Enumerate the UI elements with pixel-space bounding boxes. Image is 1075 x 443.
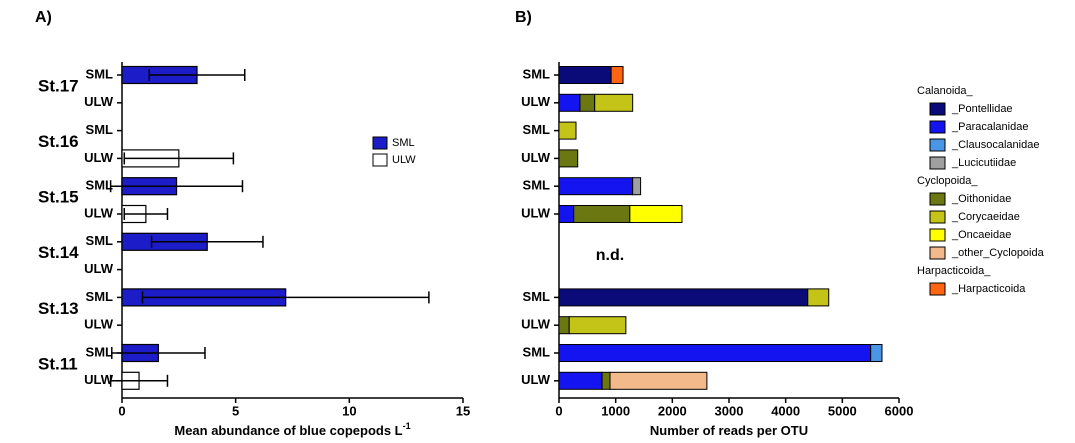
x-axis-title-sup: -1 xyxy=(403,421,411,431)
bar-segment xyxy=(558,316,570,335)
y-tick-label: ULW xyxy=(84,150,114,165)
y-tick-label: SML xyxy=(86,178,114,193)
legend-swatch xyxy=(929,156,946,170)
station-label: St.16 xyxy=(38,132,79,151)
x-tick-label: 5000 xyxy=(828,403,857,418)
legend-label: _Clausocalanidae xyxy=(951,139,1039,151)
y-tick-label: ULW xyxy=(521,372,551,387)
y-tick-label: SML xyxy=(86,289,114,304)
panel-label: A) xyxy=(35,9,52,26)
x-tick-label: 5 xyxy=(232,403,239,418)
bar-segment xyxy=(558,288,809,307)
y-tick-label: ULW xyxy=(521,317,551,332)
panel-label: B) xyxy=(515,9,532,26)
x-axis-title-text: Mean abundance of blue copepods L xyxy=(174,423,402,438)
legend-label: _Paracalanidae xyxy=(951,121,1028,133)
bar-segment xyxy=(870,344,883,362)
bar-segment xyxy=(558,344,872,362)
bar-segment xyxy=(558,205,575,223)
x-tick-label: 6000 xyxy=(885,403,914,418)
legend-group: Cyclopoida_ xyxy=(917,175,978,187)
legend-group: Harpacticoida_ xyxy=(917,265,991,277)
legend-swatch xyxy=(929,138,946,152)
x-tick-label: 4000 xyxy=(771,403,800,418)
y-tick-label: ULW xyxy=(84,94,114,109)
legend-swatch xyxy=(929,228,946,242)
station-label: St.11 xyxy=(38,354,78,373)
x-tick-label: 0 xyxy=(555,403,562,418)
bar-segment xyxy=(594,93,634,112)
bar-segment xyxy=(629,205,683,223)
legend-label: _Oithonidae xyxy=(951,193,1011,205)
y-tick-label: ULW xyxy=(521,205,551,220)
y-tick-label: SML xyxy=(86,344,114,359)
legend-label: SML xyxy=(392,137,415,149)
station-label: St.17 xyxy=(38,76,79,95)
station-label: St.13 xyxy=(38,299,79,318)
bar-segment xyxy=(558,121,577,140)
legend-label: _Lucicutiidae xyxy=(951,157,1016,169)
legend-swatch xyxy=(372,136,388,150)
y-tick-label: SML xyxy=(523,289,551,304)
y-tick-label: SML xyxy=(523,344,551,359)
x-tick-label: 10 xyxy=(342,403,356,418)
legend-label: _Harpacticoida xyxy=(951,283,1026,295)
y-tick-label: ULW xyxy=(521,94,551,109)
x-axis-title: Mean abundance of blue copepods L-1 xyxy=(174,421,410,438)
legend-swatch xyxy=(372,153,388,167)
bar-segment xyxy=(807,288,830,307)
bar-segment xyxy=(601,371,611,390)
station-label: St.14 xyxy=(38,243,79,262)
x-tick-label: 0 xyxy=(118,403,125,418)
x-axis-title: Number of reads per OTU xyxy=(650,423,808,438)
bar-segment xyxy=(558,149,579,168)
bar-segment xyxy=(632,177,642,196)
annotation: n.d. xyxy=(596,247,624,264)
bar-segment xyxy=(568,316,627,335)
bar-segment xyxy=(558,93,581,112)
x-tick-label: 3000 xyxy=(715,403,744,418)
legend-swatch xyxy=(929,210,946,224)
x-tick-label: 15 xyxy=(456,403,470,418)
x-tick-label: 1000 xyxy=(601,403,630,418)
legend-swatch xyxy=(929,102,946,116)
legend-swatch xyxy=(929,120,946,134)
y-tick-label: ULW xyxy=(84,205,114,220)
bar-segment xyxy=(558,66,612,84)
bar-segment xyxy=(610,66,624,84)
legend-swatch xyxy=(929,246,946,260)
y-tick-label: SML xyxy=(86,233,114,248)
y-tick-label: ULW xyxy=(84,261,114,276)
y-tick-label: SML xyxy=(523,122,551,137)
legend-label: _Oncaeidae xyxy=(951,229,1011,241)
y-tick-label: SML xyxy=(523,178,551,193)
x-tick-label: 2000 xyxy=(658,403,687,418)
y-tick-label: ULW xyxy=(84,372,114,387)
legend-label: _Corycaeidae xyxy=(951,211,1020,223)
y-tick-label: SML xyxy=(523,66,551,81)
legend-label: _other_Cyclopoida xyxy=(951,247,1045,259)
bar-segment xyxy=(573,205,631,223)
bar-segment xyxy=(609,371,708,390)
legend-label: ULW xyxy=(392,154,416,166)
x-axis-title-text: Number of reads per OTU xyxy=(650,423,808,438)
bar-segment xyxy=(558,177,634,196)
legend-swatch xyxy=(929,192,946,206)
y-tick-label: SML xyxy=(86,66,114,81)
legend-group: Calanoida_ xyxy=(917,85,974,97)
legend-label: _Pontellidae xyxy=(951,103,1013,115)
y-tick-label: ULW xyxy=(84,317,114,332)
station-label: St.15 xyxy=(38,188,79,207)
y-tick-label: SML xyxy=(86,122,114,137)
y-tick-label: ULW xyxy=(521,150,551,165)
legend-swatch xyxy=(929,282,946,296)
bar-segment xyxy=(579,93,596,112)
bar-segment xyxy=(558,371,603,390)
